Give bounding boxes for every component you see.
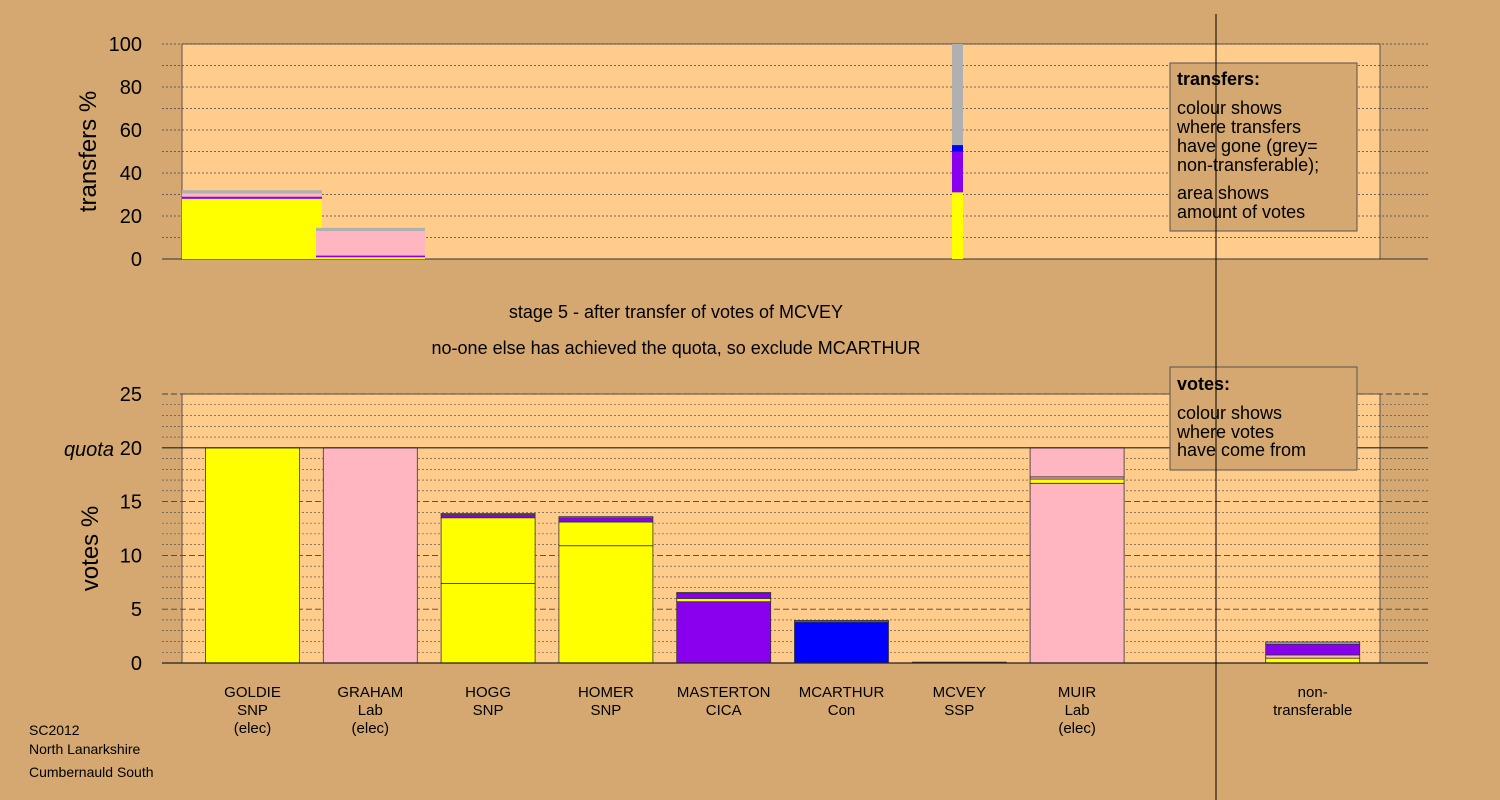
votes-y-tick-label: 20 [120,438,142,460]
transfers-y-axis-title: transfers % [75,91,102,212]
transfers-y-tick-label: 0 [131,249,142,271]
vote-bar-segment [676,592,772,594]
vote-bar-segment [1029,478,1125,484]
transfer-bar-segment [182,196,322,199]
category-label: MCVEY [933,684,986,701]
transfer-bar-segment [952,44,963,146]
vote-bar-segment [1029,447,1125,478]
vote-bar-segment [1265,654,1361,659]
footer-election: SC2012 [29,722,80,738]
transfer-bar-segment [182,198,322,259]
votes-y-axis-title: votes % [77,506,104,591]
transfers-legend-title: transfers: [1177,69,1260,89]
transfers-legend-line: non-transferable); [1177,155,1319,175]
transfers-y-tick-label: 60 [120,120,142,142]
transfers-panel: 0 20 40 60 80 100 transfers % transfers: colour … [75,34,1428,271]
vote-bar-segment [1265,641,1361,645]
votes-legend-line: have come from [1177,440,1306,460]
vote-bar-segment [558,521,654,547]
vote-bar-segment [440,517,536,584]
category-label: (elec) [352,720,390,737]
transfer-bar-segment [182,190,322,194]
votes-y-tick-label: 25 [120,384,142,406]
footer-ward: Cumbernauld South [29,764,154,780]
votes-legend-title: votes: [1177,374,1230,394]
transfers-y-tick-label: 80 [120,77,142,99]
transfers-legend-line: where transfers [1176,117,1301,137]
vote-bar-segment [676,601,772,664]
category-label: transferable [1273,702,1352,719]
transfer-bar-segment [316,257,425,259]
vote-bar-segment [676,598,772,603]
category-label: SSP [944,702,974,719]
votes-y-tick-label: 5 [131,599,142,621]
vote-bar-segment [1265,657,1361,664]
stage-caption: stage 5 - after transfer of votes of MCV… [509,302,843,322]
category-label: HOMER [578,684,634,701]
category-label: SNP [473,702,504,719]
transfer-bar-segment [182,193,322,197]
transfers-legend-line: area shows [1177,183,1269,203]
transfers-y-tick-label: 40 [120,163,142,185]
category-label: non- [1298,684,1328,701]
transfers-legend-line: have gone (grey= [1177,136,1318,156]
category-label: (elec) [234,720,272,737]
vote-bar-segment [794,620,889,622]
transfer-bar-segment [316,231,425,256]
category-label: MASTERTON [677,684,771,701]
vote-bar-segment [440,514,536,519]
transfer-bar-segment [952,145,963,152]
category-label: HOGG [465,684,511,701]
quota-label: quota [64,439,114,461]
vote-bar-segment [1029,482,1125,664]
transfers-y-tick-label: 20 [120,206,142,228]
vote-bar-segment [1265,643,1361,656]
vote-bar-segment [558,545,654,664]
category-label: MUIR [1058,684,1096,701]
votes-legend-line: colour shows [1177,403,1282,423]
transfer-bar-segment [316,227,425,232]
vote-bar-segment [794,621,889,664]
category-label: MCARTHUR [799,684,885,701]
votes-y-tick-label: 0 [131,653,142,675]
votes-legend-line: where votes [1176,422,1274,442]
transfer-bar-segment [952,192,963,259]
transfers-legend-line: colour shows [1177,98,1282,118]
transfer-bar-segment [316,255,425,258]
category-label: SNP [590,702,621,719]
vote-bar-segment [205,447,300,664]
category-label: (elec) [1058,720,1096,737]
vote-bar-segment [322,447,418,664]
transfers-y-tick-label: 100 [109,34,142,56]
votes-y-tick-label: 10 [120,545,142,567]
category-label: GOLDIE [224,684,281,701]
vote-bar-segment [440,582,536,664]
category-label: GRAHAM [337,684,403,701]
votes-y-tick-label: 15 [120,492,142,514]
category-label: Con [828,702,856,719]
votes-legend-box [1169,366,1358,471]
transfer-bar-segment [952,151,963,193]
action-caption: no-one else has achieved the quota, so e… [432,338,921,358]
vote-bar-segment [558,516,654,519]
category-label: Lab [1065,702,1090,719]
transfers-legend-line: amount of votes [1177,202,1305,222]
category-label: Lab [358,702,383,719]
vote-bar-segment [676,592,772,599]
vote-bar-segment [440,513,536,515]
category-label: CICA [706,702,742,719]
category-label: SNP [237,702,268,719]
footer-council: North Lanarkshire [29,741,140,757]
transfers-legend-box [1169,62,1358,232]
vote-bar-segment [558,517,654,523]
